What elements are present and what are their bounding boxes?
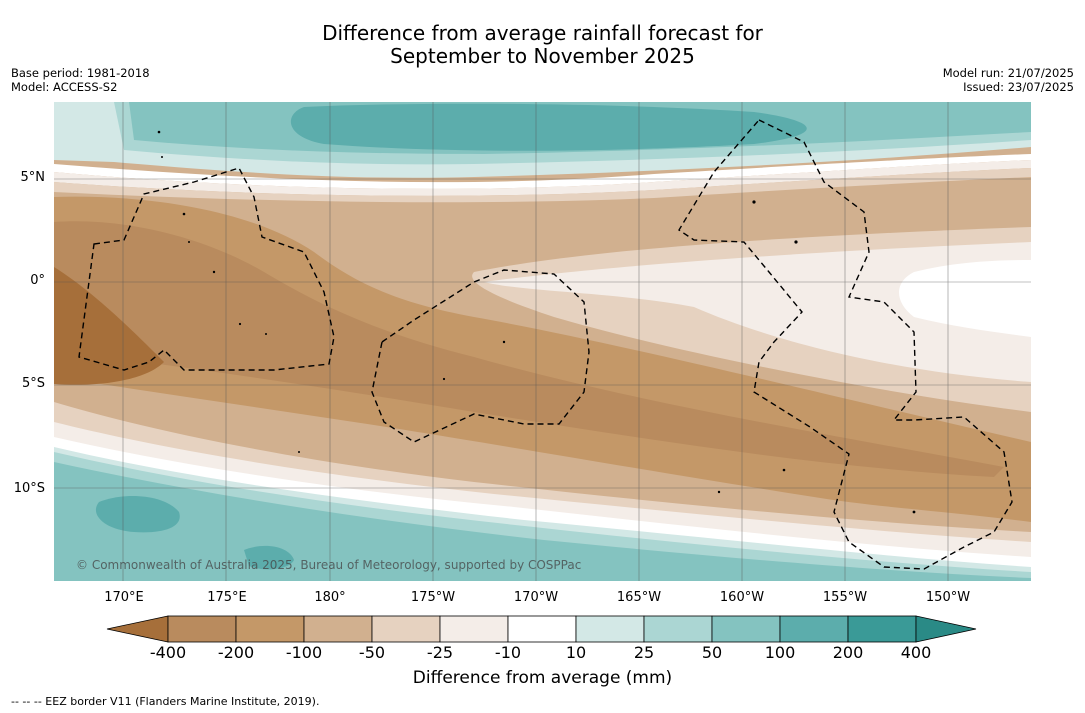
lon-label-155w: 155°W [822, 590, 868, 605]
colorbar-tick-label: -25 [426, 643, 454, 662]
band-north-dryfringe [54, 160, 1031, 196]
colorbar-segment [439, 615, 509, 643]
model-name: Model: ACCESS-S2 [11, 80, 118, 94]
colorbar-tick-label: -10 [494, 643, 522, 662]
colorbar-segment [507, 615, 577, 643]
colorbar-min-extend [106, 615, 169, 643]
band-north-neutral [54, 154, 1031, 189]
title-line-2: September to November 2025 [390, 44, 695, 68]
colorbar-tick-label: -200 [217, 643, 255, 662]
colorbar-tick-label: -50 [358, 643, 386, 662]
graticule [54, 102, 1031, 581]
colorbar-segment [167, 615, 237, 643]
issued-date: Issued: 23/07/2025 [963, 80, 1074, 94]
lat-label-10s: 10°S [13, 481, 45, 496]
lon-label-170w: 170°W [513, 590, 559, 605]
copyright-credit: © Commonwealth of Australia 2025, Bureau… [76, 558, 582, 572]
colorbar-tick-label: 400 [900, 643, 932, 662]
lon-label-175e: 175°E [207, 590, 247, 605]
lon-label-165w: 165°W [616, 590, 662, 605]
colorbar-max-extend [915, 615, 977, 643]
colorbar-segment [575, 615, 645, 643]
eez-borders [78, 119, 1013, 570]
rainfall-map [54, 102, 1031, 581]
band-central-driest [54, 267, 164, 385]
colorbar-tick-label: 10 [565, 643, 587, 662]
band-central-drier [54, 221, 1004, 477]
lat-label-5s: 5°S [21, 376, 45, 391]
colorbar-tick-label: 25 [633, 643, 655, 662]
band-east-lighter [484, 242, 1031, 382]
lon-label-175w: 175°W [410, 590, 456, 605]
map-title: Difference from average rainfall forecas… [0, 22, 1085, 68]
colorbar-tick-label: 100 [764, 643, 796, 662]
meta-right: Model run: 21/07/2025 Issued: 23/07/2025 [943, 66, 1074, 94]
lon-label-180: 180° [314, 590, 346, 605]
lon-label-150w: 150°W [925, 590, 971, 605]
colorbar-segment [371, 615, 441, 643]
band-south-wet [54, 462, 1031, 581]
islands [157, 130, 916, 514]
model-run: Model run: 21/07/2025 [942, 66, 1074, 80]
colorbar-tick-label: 200 [832, 643, 864, 662]
eez-phoenix [371, 269, 590, 443]
colorbar-segment [711, 615, 781, 643]
eez-footnote: -- -- -- EEZ border V11 (Flanders Marine… [11, 695, 320, 708]
colorbar-tick-label: 50 [701, 643, 723, 662]
title-line-1: Difference from average rainfall forecas… [322, 21, 763, 45]
colorbar-segment [643, 615, 713, 643]
eez-line-islands [678, 119, 1013, 570]
colorbar-title: Difference from average (mm) [412, 668, 673, 688]
colorbar-tick-label: -100 [285, 643, 323, 662]
colorbar-segment [779, 615, 849, 643]
colorbar-segment [303, 615, 373, 643]
lat-label-5n: 5°N [20, 170, 46, 185]
band-north-25 [54, 168, 1031, 203]
meta-left: Base period: 1981-2018 Model: ACCESS-S2 [11, 66, 150, 94]
colorbar-segment [235, 615, 305, 643]
lat-label-0: 0° [30, 273, 45, 288]
lon-label-160w: 160°W [719, 590, 765, 605]
eez-kiribati-gilbert [78, 167, 335, 371]
band-south-wetter [95, 496, 180, 533]
band-east-neutral [899, 260, 1031, 337]
band-south-wetter-2 [244, 545, 294, 570]
lon-label-170e: 170°E [104, 590, 144, 605]
base-period: Base period: 1981-2018 [11, 66, 150, 80]
colorbar-tick-label: -400 [149, 643, 187, 662]
colorbar [106, 615, 977, 643]
band-north-wetter [290, 103, 807, 151]
colorbar-segment [847, 615, 917, 643]
